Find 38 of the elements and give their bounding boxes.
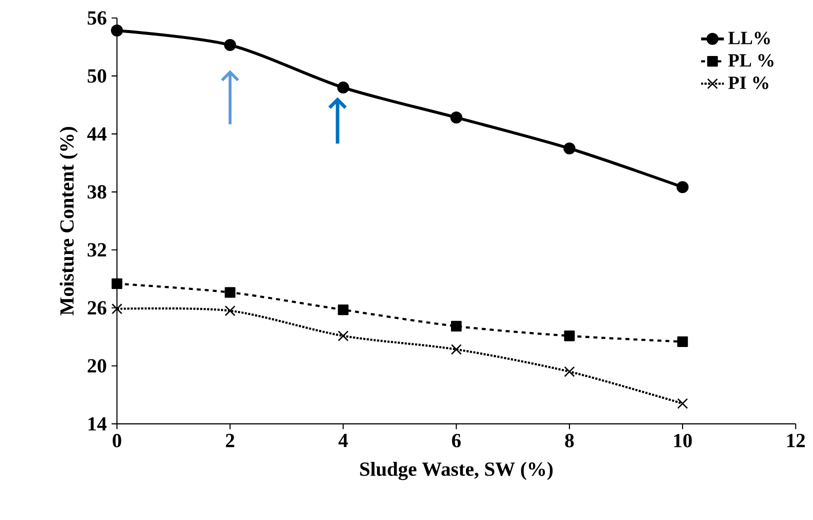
point [224,305,236,316]
point [224,287,236,298]
point [224,39,236,52]
x-axis-title: Sludge Waste, SW (%) [360,462,553,480]
point [564,366,575,378]
point [338,330,349,342]
x-tick-label: 8 [565,434,574,448]
x-tick-label: 2 [226,434,234,448]
point [112,304,122,314]
point [450,321,462,332]
point [450,344,462,355]
y-tick-label: 38 [88,185,106,199]
point [337,82,350,94]
point [677,398,688,410]
y-tick-label: 26 [88,301,106,315]
y-tick-label: 14 [88,417,107,431]
legend-label: LL% [728,32,770,44]
y-tick-label: 20 [88,359,106,373]
y-tick-label: 56 [88,11,106,25]
point [677,336,688,348]
point [450,112,462,124]
point [112,278,122,290]
x-tick-label: 0 [112,434,122,448]
x-tick-label: 4 [338,434,348,448]
y-axis-title: Moisture Content (%) [60,127,78,316]
x-tick-label: 6 [452,434,461,448]
y-tick-label: 44 [87,127,107,141]
point [564,330,575,342]
point [563,142,576,155]
legend-label: PI % [728,76,768,90]
legend-label: PL % [728,54,774,67]
y-tick-label: 50 [88,69,106,83]
point [110,24,123,37]
x-tick-label: 10 [674,434,692,448]
point [338,304,349,316]
point [676,181,689,194]
y-tick-label: 32 [88,243,106,257]
x-tick-label: 12 [787,434,805,448]
